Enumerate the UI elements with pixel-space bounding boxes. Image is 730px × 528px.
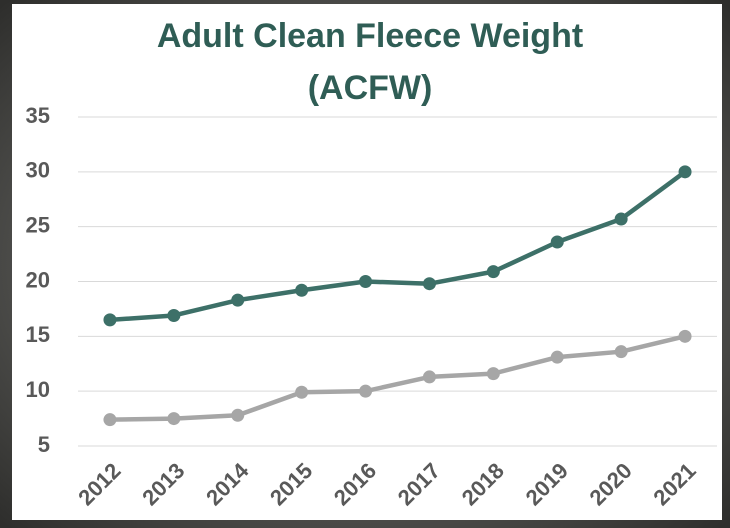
data-point — [551, 236, 564, 249]
chart-title: (ACFW) — [308, 69, 433, 107]
data-point — [359, 275, 372, 288]
chart: Adult Clean Fleece Weight (ACFW) 5 10 15 20… — [0, 0, 730, 528]
page: {"chart_data": {"type": "line", "title":… — [0, 0, 730, 528]
y-tick-label: 20 — [26, 267, 50, 292]
y-tick-label: 30 — [26, 158, 50, 183]
data-point — [423, 277, 436, 290]
data-point — [679, 330, 692, 343]
data-point — [231, 409, 244, 422]
data-point — [487, 265, 500, 278]
data-point — [231, 294, 244, 307]
data-point — [487, 367, 500, 380]
data-point — [295, 284, 308, 297]
data-point — [103, 313, 116, 326]
data-point — [359, 385, 372, 398]
data-point — [615, 212, 628, 225]
data-point — [423, 370, 436, 383]
y-tick-label: 35 — [26, 103, 50, 128]
data-point — [103, 413, 116, 426]
data-point — [167, 309, 180, 322]
data-point — [679, 165, 692, 178]
data-point — [295, 386, 308, 399]
y-tick-label: 5 — [38, 432, 50, 457]
y-tick-label: 10 — [26, 377, 50, 402]
chart-title: Adult Clean Fleece Weight — [157, 17, 583, 55]
y-tick-label: 25 — [26, 212, 50, 237]
data-point — [551, 351, 564, 364]
data-point — [615, 345, 628, 358]
y-tick-label: 15 — [26, 322, 50, 347]
data-point — [167, 412, 180, 425]
